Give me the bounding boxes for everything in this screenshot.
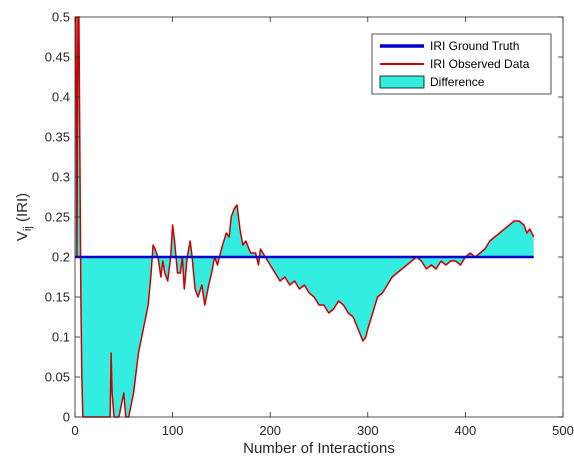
legend-label-difference: Difference bbox=[430, 75, 485, 89]
difference-area bbox=[75, 17, 534, 417]
x-tick-label: 100 bbox=[162, 423, 184, 438]
y-tick-label: 0.1 bbox=[52, 330, 70, 345]
difference-fill bbox=[75, 17, 534, 417]
x-tick-label: 500 bbox=[552, 423, 574, 438]
x-axis-title: Number of Interactions bbox=[243, 440, 395, 457]
legend: IRI Ground Truth IRI Observed Data Diffe… bbox=[371, 33, 552, 95]
x-tick-label: 300 bbox=[357, 423, 379, 438]
y-tick-label: 0 bbox=[63, 410, 70, 425]
legend-swatch-difference bbox=[379, 75, 425, 89]
x-tick-label: 400 bbox=[455, 423, 477, 438]
legend-label-observed: IRI Observed Data bbox=[430, 57, 530, 71]
y-tick-label: 0.35 bbox=[45, 130, 70, 145]
y-tick-label: 0.05 bbox=[45, 370, 70, 385]
y-tick-label: 0.5 bbox=[52, 10, 70, 25]
y-axis-title: Vij (IRI) bbox=[14, 193, 34, 241]
ticks: 0 100 200 300 400 500 0 0.05 0.1 0.15 0.2 0.25 0.3 0.… bbox=[45, 10, 574, 439]
y-tick-label: 0.4 bbox=[52, 90, 70, 105]
y-tick-label: 0.3 bbox=[52, 170, 70, 185]
x-tick-label: 200 bbox=[259, 423, 281, 438]
y-tick-label: 0.2 bbox=[52, 250, 70, 265]
series-lines bbox=[75, 16, 535, 418]
y-tick-label: 0.25 bbox=[45, 210, 70, 225]
x-tick-label: 0 bbox=[71, 423, 78, 438]
y-tick-label: 0.15 bbox=[45, 290, 70, 305]
legend-label-ground-truth: IRI Ground Truth bbox=[430, 39, 519, 53]
series-line-observed bbox=[75, 16, 535, 418]
y-tick-label: 0.45 bbox=[45, 50, 70, 65]
